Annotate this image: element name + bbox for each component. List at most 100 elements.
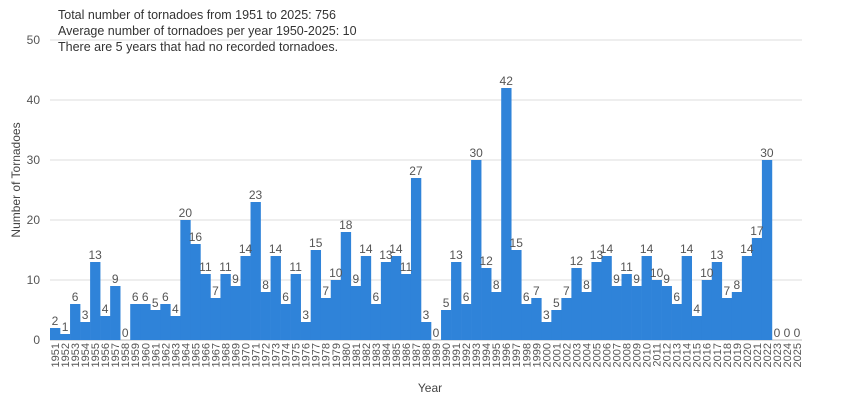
bar — [300, 322, 311, 340]
x-tick-label: 2003 — [571, 343, 583, 367]
data-label: 9 — [352, 272, 359, 286]
bar — [571, 268, 582, 340]
x-tick-label: 1982 — [361, 343, 373, 367]
x-tick-label: 1964 — [180, 343, 192, 367]
data-label: 9 — [232, 272, 239, 286]
bar — [501, 88, 512, 340]
x-tick-label: 2012 — [662, 343, 674, 367]
x-tick-label: 1970 — [241, 343, 253, 367]
x-tick-label: 2011 — [652, 343, 664, 367]
data-label: 11 — [620, 260, 633, 274]
bar — [210, 298, 221, 340]
data-label: 6 — [373, 290, 380, 304]
x-tick-label: 1958 — [120, 343, 132, 367]
x-tick-label: 1957 — [110, 343, 122, 367]
bar — [481, 268, 492, 340]
x-tick-label: 2006 — [601, 343, 613, 367]
data-label: 10 — [700, 266, 714, 280]
x-tick-label: 2020 — [742, 343, 754, 367]
x-tick-label: 2009 — [632, 343, 644, 367]
bar — [711, 262, 723, 340]
bar — [150, 310, 161, 340]
data-label: 27 — [409, 164, 423, 178]
data-label: 11 — [289, 260, 302, 274]
x-tick-label: 1961 — [150, 343, 162, 367]
x-tick-label: 2025 — [792, 343, 804, 367]
bar — [471, 160, 482, 340]
bar — [270, 256, 281, 340]
x-tick-label: 1998 — [521, 343, 533, 367]
bar — [671, 304, 682, 340]
data-label: 10 — [650, 266, 664, 280]
summary-total-text: Total number of tornadoes from 1951 to 2… — [58, 8, 336, 22]
data-label: 7 — [563, 284, 570, 298]
x-tick-label: 2007 — [612, 343, 624, 367]
data-label: 0 — [794, 326, 801, 340]
data-label: 42 — [500, 74, 514, 88]
data-label: 9 — [663, 272, 670, 286]
x-tick-label: 1986 — [401, 343, 413, 367]
x-tick-label: 1996 — [501, 343, 513, 367]
x-tick-label: 1981 — [351, 343, 363, 367]
data-label: 15 — [510, 236, 524, 250]
data-label: 13 — [590, 248, 604, 262]
bar — [240, 256, 251, 340]
data-label: 13 — [88, 248, 102, 262]
data-label: 3 — [302, 308, 309, 322]
summary-zero-years-text: There are 5 years that had no recorded t… — [58, 40, 339, 54]
bar — [561, 298, 572, 340]
bar — [50, 328, 61, 340]
x-tick-label: 2014 — [682, 343, 694, 367]
data-label: 6 — [463, 290, 470, 304]
data-label: 6 — [162, 290, 169, 304]
data-label: 5 — [553, 296, 560, 310]
bar — [761, 160, 773, 340]
x-tick-label: 1987 — [411, 343, 423, 367]
summary-average-text: Average number of tornadoes per year 195… — [58, 24, 357, 38]
bar — [160, 304, 171, 340]
bar — [691, 316, 703, 340]
bar — [551, 310, 562, 340]
data-label: 1 — [62, 320, 69, 334]
data-label: 14 — [239, 242, 253, 256]
data-label: 6 — [72, 290, 79, 304]
x-axis-title: Year — [418, 381, 442, 395]
bar — [591, 262, 602, 340]
bar — [521, 304, 532, 340]
data-label: 20 — [179, 206, 193, 220]
data-label: 8 — [262, 278, 269, 292]
x-tick-label: 1969 — [230, 343, 242, 367]
x-tick-label: 2002 — [561, 343, 573, 367]
x-tick-label: 1956 — [100, 343, 112, 367]
data-label: 13 — [710, 248, 724, 262]
x-tick-label: 1960 — [140, 343, 152, 367]
bar — [661, 286, 672, 340]
x-tick-label: 1962 — [160, 343, 172, 367]
x-tick-label: 2019 — [732, 343, 744, 367]
x-tick-label: 2023 — [772, 343, 784, 367]
bar — [250, 202, 261, 340]
x-tick-label: 1983 — [371, 343, 383, 367]
data-label: 30 — [469, 146, 483, 160]
data-label: 7 — [322, 284, 329, 298]
y-axis-title: Number of Tornadoes — [9, 122, 23, 237]
y-tick-label: 40 — [27, 93, 41, 107]
bar — [541, 322, 552, 340]
data-label: 11 — [219, 260, 232, 274]
x-tick-label: 2008 — [622, 343, 634, 367]
data-label: 16 — [189, 230, 203, 244]
x-tick-label: 1997 — [511, 343, 523, 367]
x-tick-label: 2001 — [551, 343, 563, 367]
x-tick-label: 2022 — [762, 343, 774, 367]
data-label: 7 — [533, 284, 540, 298]
x-tick-label: 1972 — [261, 343, 273, 367]
bar — [330, 280, 342, 340]
y-axis-ticks: 0 10 20 30 40 50 — [27, 33, 41, 347]
x-tick-label: 1953 — [70, 343, 82, 367]
bar — [611, 286, 622, 340]
bar — [370, 304, 382, 340]
bar — [491, 292, 502, 340]
bar — [420, 322, 432, 340]
data-label: 14 — [359, 242, 373, 256]
